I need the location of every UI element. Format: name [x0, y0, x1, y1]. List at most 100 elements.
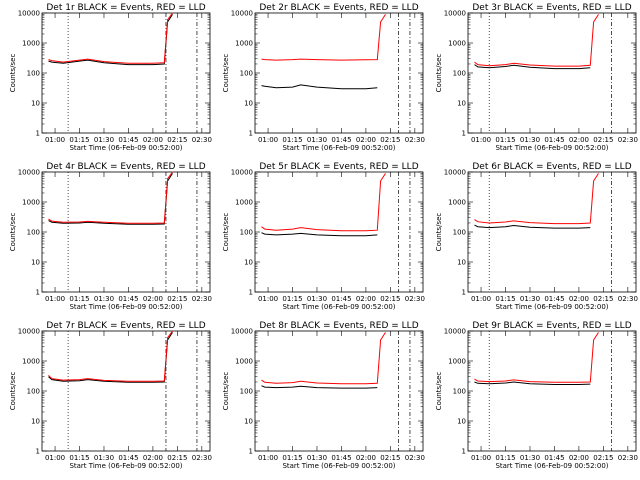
y-tick-label: 10000 [231, 328, 253, 336]
x-tick-label: 02:30 [618, 295, 638, 303]
chart-title: Det 9r BLACK = Events, RED = LLD [472, 321, 631, 331]
y-tick-label: 10 [31, 259, 40, 267]
chart-title: Det 7r BLACK = Events, RED = LLD [46, 321, 205, 331]
y-tick-label: 1000 [235, 40, 253, 48]
y-tick-label: 1000 [448, 358, 466, 366]
x-tick-label: 01:45 [544, 136, 564, 144]
x-axis-label: Start Time (06-Feb-09 00:52:00) [69, 303, 182, 311]
x-tick-label: 01:15 [69, 136, 89, 144]
x-tick-label: 01:45 [544, 454, 564, 462]
y-axis-label: Counts/sec [9, 372, 17, 411]
y-tick-label: 10000 [444, 10, 466, 18]
x-tick-label: 02:00 [143, 295, 163, 303]
series-line-lld [474, 332, 599, 383]
chart-panel-3: Det 3r BLACK = Events, RED = LLD 1 10 100 10… [435, 3, 638, 152]
x-tick-label: 01:00 [258, 136, 278, 144]
x-tick-label: 02:00 [569, 454, 589, 462]
series-line-events [474, 224, 591, 229]
x-tick-label: 01:00 [45, 295, 65, 303]
x-tick-label: 01:30 [520, 136, 540, 144]
series-line-lld [474, 173, 599, 225]
y-tick-label: 10 [457, 418, 466, 426]
y-axis-label: Counts/sec [222, 54, 230, 93]
plot-frame [41, 12, 211, 134]
series-line-events [261, 84, 378, 90]
x-tick-label: 02:00 [569, 136, 589, 144]
y-tick-label: 1 [462, 289, 466, 297]
chart-panel-1: Det 1r BLACK = Events, RED = LLD 1 10 100 10… [9, 3, 212, 152]
x-axis-label: Start Time (06-Feb-09 00:52:00) [282, 462, 395, 470]
y-tick-label: 100 [27, 229, 40, 237]
x-tick-label: 02:00 [569, 295, 589, 303]
x-tick-label: 01:00 [45, 454, 65, 462]
y-tick-label: 1 [249, 448, 253, 456]
x-tick-label: 01:15 [495, 454, 515, 462]
series-line-lld [48, 12, 173, 64]
y-tick-label: 1000 [448, 199, 466, 207]
series-line-events [48, 173, 173, 225]
x-tick-label: 01:45 [331, 136, 351, 144]
x-tick-label: 01:00 [258, 454, 278, 462]
plot-frame [41, 171, 211, 293]
chart-panel-6: Det 6r BLACK = Events, RED = LLD 1 10 100 10… [435, 162, 638, 311]
chart-panel-7: Det 7r BLACK = Events, RED = LLD 1 10 100 10… [9, 321, 212, 470]
x-axis-label: Start Time (06-Feb-09 00:52:00) [495, 144, 608, 152]
x-tick-label: 01:30 [307, 136, 327, 144]
chart-title: Det 5r BLACK = Events, RED = LLD [259, 162, 418, 172]
y-tick-label: 1000 [22, 358, 40, 366]
x-tick-label: 01:45 [118, 136, 138, 144]
x-tick-label: 02:00 [143, 136, 163, 144]
chart-panel-9: Det 9r BLACK = Events, RED = LLD 1 10 100 10… [435, 321, 638, 470]
x-axis-label: Start Time (06-Feb-09 00:52:00) [282, 144, 395, 152]
x-tick-label: 02:00 [356, 295, 376, 303]
series-line-events [474, 381, 591, 385]
x-tick-label: 01:45 [118, 295, 138, 303]
x-tick-label: 01:15 [282, 295, 302, 303]
y-tick-label: 100 [453, 388, 466, 396]
x-axis-label: Start Time (06-Feb-09 00:52:00) [495, 303, 608, 311]
x-tick-label: 01:00 [471, 454, 491, 462]
series-line-lld [261, 173, 386, 232]
plot-frame [254, 330, 424, 452]
x-axis-label: Start Time (06-Feb-09 00:52:00) [495, 462, 608, 470]
x-tick-label: 01:00 [471, 295, 491, 303]
y-tick-label: 10000 [231, 169, 253, 177]
x-tick-label: 01:45 [331, 295, 351, 303]
x-tick-label: 01:45 [331, 454, 351, 462]
x-tick-label: 01:30 [94, 295, 114, 303]
y-tick-label: 1000 [22, 40, 40, 48]
x-tick-label: 01:45 [544, 295, 564, 303]
x-axis-label: Start Time (06-Feb-09 00:52:00) [69, 462, 182, 470]
x-tick-label: 01:15 [495, 295, 515, 303]
chart-panel-5: Det 5r BLACK = Events, RED = LLD 1 10 100 10… [222, 162, 425, 311]
y-tick-label: 10000 [18, 328, 40, 336]
plot-frame [41, 330, 211, 452]
x-tick-label: 02:30 [192, 136, 212, 144]
x-tick-label: 02:00 [143, 454, 163, 462]
x-tick-label: 02:15 [593, 454, 613, 462]
x-axis-label: Start Time (06-Feb-09 00:52:00) [282, 303, 395, 311]
y-axis-label: Counts/sec [435, 372, 443, 411]
x-tick-label: 02:30 [405, 454, 425, 462]
chart-title: Det 4r BLACK = Events, RED = LLD [46, 162, 205, 172]
x-tick-label: 02:30 [405, 295, 425, 303]
y-axis-label: Counts/sec [9, 54, 17, 93]
x-tick-label: 02:30 [405, 136, 425, 144]
y-axis-label: Counts/sec [435, 54, 443, 93]
y-tick-label: 10000 [231, 10, 253, 18]
chart-panel-2: Det 2r BLACK = Events, RED = LLD 1 10 100 10… [222, 3, 425, 152]
y-tick-label: 1 [462, 448, 466, 456]
y-axis-label: Counts/sec [222, 213, 230, 252]
chart-title: Det 2r BLACK = Events, RED = LLD [259, 3, 418, 13]
x-tick-label: 02:15 [167, 454, 187, 462]
y-tick-label: 1000 [448, 40, 466, 48]
x-tick-label: 01:00 [258, 295, 278, 303]
y-tick-label: 100 [27, 70, 40, 78]
series-line-lld [48, 171, 173, 224]
y-tick-label: 100 [453, 229, 466, 237]
series-line-events [261, 232, 378, 237]
x-tick-label: 02:30 [618, 136, 638, 144]
chart-title: Det 3r BLACK = Events, RED = LLD [472, 3, 631, 13]
y-tick-label: 1 [36, 130, 40, 138]
